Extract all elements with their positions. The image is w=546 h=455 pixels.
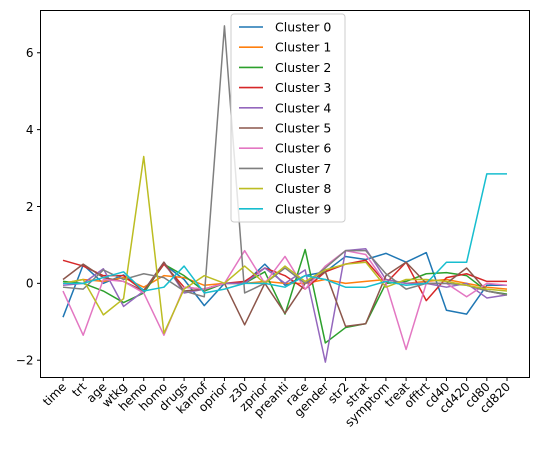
series-line-4 bbox=[62, 248, 508, 363]
legend-label-5: Cluster 5 bbox=[275, 121, 331, 136]
legend-label-8: Cluster 8 bbox=[275, 181, 331, 196]
series-line-3 bbox=[62, 259, 507, 302]
series-line-2 bbox=[62, 248, 508, 344]
series-lines bbox=[62, 25, 508, 363]
y-axis: −2 0 2 4 6 bbox=[16, 46, 41, 368]
series-line-7 bbox=[62, 25, 508, 298]
legend-label-1: Cluster 1 bbox=[275, 40, 331, 55]
y-tick-label-3: 4 bbox=[26, 123, 34, 137]
x-axis: time trtagewtkghemohomodrugskarnofopriorz… bbox=[40, 377, 513, 430]
legend-label-9: Cluster 9 bbox=[275, 201, 331, 216]
legend-label-4: Cluster 4 bbox=[275, 100, 331, 115]
y-tick-label-1: 0 bbox=[26, 277, 34, 291]
y-tick-label-2: 2 bbox=[26, 200, 34, 214]
legend: Cluster 0 Cluster 1 Cluster 2 Cluster 3 Clus… bbox=[230, 13, 346, 223]
legend-label-0: Cluster 0 bbox=[275, 20, 331, 35]
y-tick-label-0: −2 bbox=[16, 354, 34, 368]
legend-box bbox=[230, 13, 346, 223]
series-line-8 bbox=[62, 155, 508, 335]
series-line-9 bbox=[63, 173, 507, 294]
legend-label-3: Cluster 3 bbox=[275, 80, 331, 95]
y-tick-label-4: 6 bbox=[26, 46, 34, 60]
legend-label-7: Cluster 7 bbox=[275, 161, 331, 176]
x-tick-label-0: time bbox=[40, 380, 69, 409]
legend-label-6: Cluster 6 bbox=[275, 141, 331, 156]
legend-label-2: Cluster 2 bbox=[275, 60, 331, 75]
